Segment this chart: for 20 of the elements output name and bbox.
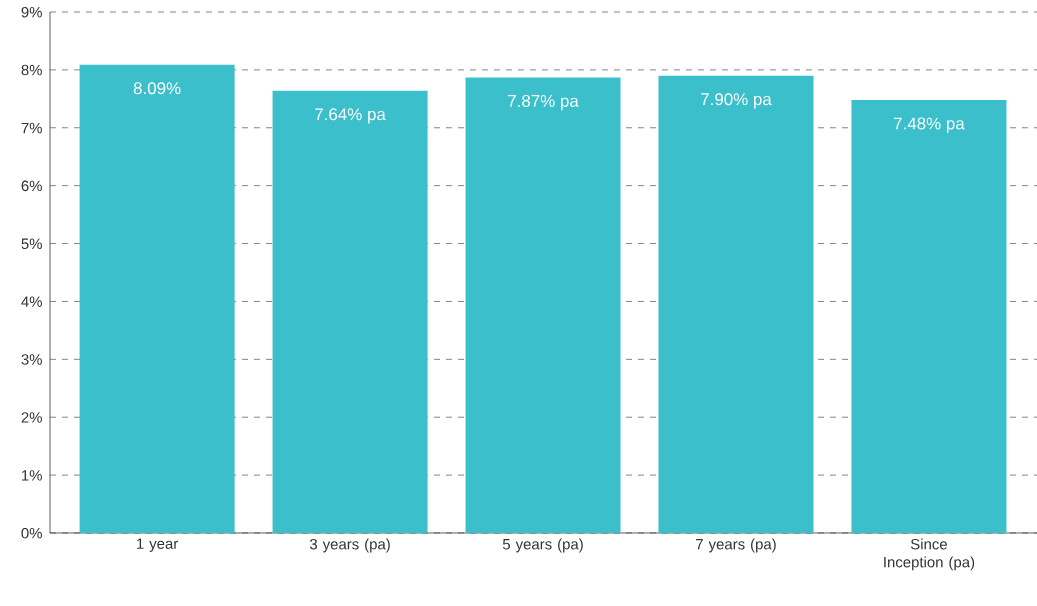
data-label: 8.09% (133, 82, 181, 95)
data-label: 7.87% pa (508, 94, 579, 111)
y-tick-label: 6% (21, 180, 42, 192)
y-tick-label: 5% (21, 238, 42, 250)
y-tick-label: 0% (21, 527, 42, 539)
x-tick-label: 5 years (pa) (502, 538, 583, 553)
y-tick-label: 3% (21, 354, 42, 365)
data-label: 7.48% pa (894, 117, 965, 133)
y-tick-label: 4% (21, 296, 42, 307)
y-tick-label: 9% (21, 6, 42, 18)
x-tick-label: 7 years (pa) (696, 538, 776, 553)
y-tick-label: 8% (21, 64, 42, 76)
y-tick-label: 1% (22, 470, 42, 481)
x-tick-label: 3 years (pa) (309, 538, 390, 553)
data-label: 7.90% pa (701, 93, 772, 109)
data-label: 7.64% pa (315, 108, 386, 124)
x-tick-label: 1 year (137, 538, 179, 552)
x-tick-label: Since Inception (pa) (884, 538, 975, 571)
y-tick-label: 2% (21, 412, 42, 423)
y-tick-label: 7% (21, 122, 42, 134)
